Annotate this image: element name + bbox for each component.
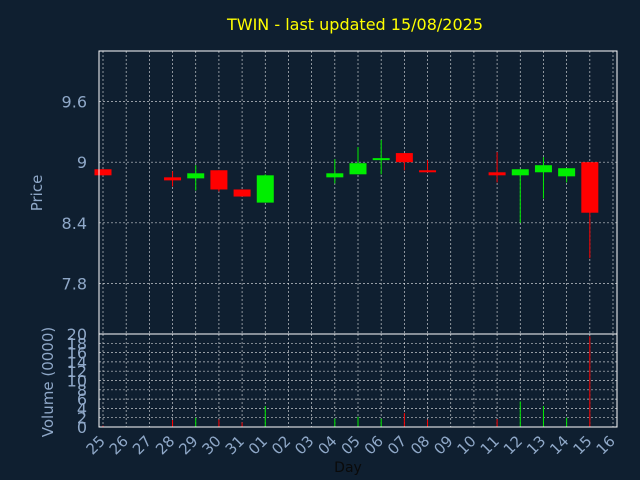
candle-body [395, 153, 413, 163]
volume-tick-label: 12 [67, 362, 87, 381]
x-tick-label: 16 [593, 432, 619, 458]
volume-tick-label: 16 [67, 344, 87, 363]
volume-tick-label: 20 [67, 325, 87, 344]
volume-bars [102, 336, 591, 427]
candle-body [233, 189, 251, 197]
chart-title: TWIN - last updated 15/08/2025 [226, 15, 483, 34]
volume-tick-label: 10 [67, 372, 87, 391]
volume-grid [99, 333, 617, 428]
candle-body [372, 158, 390, 161]
candle-body [187, 173, 205, 179]
price-tick-label: 7.8 [62, 274, 87, 293]
candles [94, 139, 599, 259]
candle-body [164, 177, 182, 181]
x-tick-labels: 2526272829303101020304050607080910111213… [83, 432, 619, 458]
price-tick-label: 9.6 [62, 93, 87, 112]
volume-axis-label: Volume (0000) [39, 327, 57, 437]
volume-tick-label: 4 [77, 399, 87, 418]
volume-tick-label: 8 [77, 381, 87, 400]
price-axis-label: Price [28, 175, 46, 212]
candle-body [94, 169, 112, 176]
candle-body [349, 163, 367, 175]
candle-body [210, 170, 228, 190]
candle-body [511, 169, 529, 176]
x-axis-label: Day [334, 460, 362, 476]
candle-body [256, 175, 274, 203]
volume-tick-label: 6 [77, 390, 87, 409]
volume-tick-label: 18 [67, 334, 87, 353]
volume-tick-label: 0 [77, 418, 87, 437]
price-tick-labels: 7.8 8.4 9 9.6 [62, 93, 87, 294]
candle-body [419, 170, 437, 173]
candle-body [326, 173, 344, 178]
price-tick-label: 9 [77, 153, 87, 172]
price-grid [99, 51, 617, 334]
candle-body [534, 165, 552, 173]
volume-tick-label: 14 [67, 353, 87, 372]
candle-body [488, 172, 506, 176]
volume-tick-label: 2 [77, 409, 87, 428]
candle-body [558, 168, 576, 177]
volume-panel-frame [98, 333, 618, 428]
price-tick-label: 8.4 [62, 214, 87, 233]
candle-body [581, 162, 599, 213]
